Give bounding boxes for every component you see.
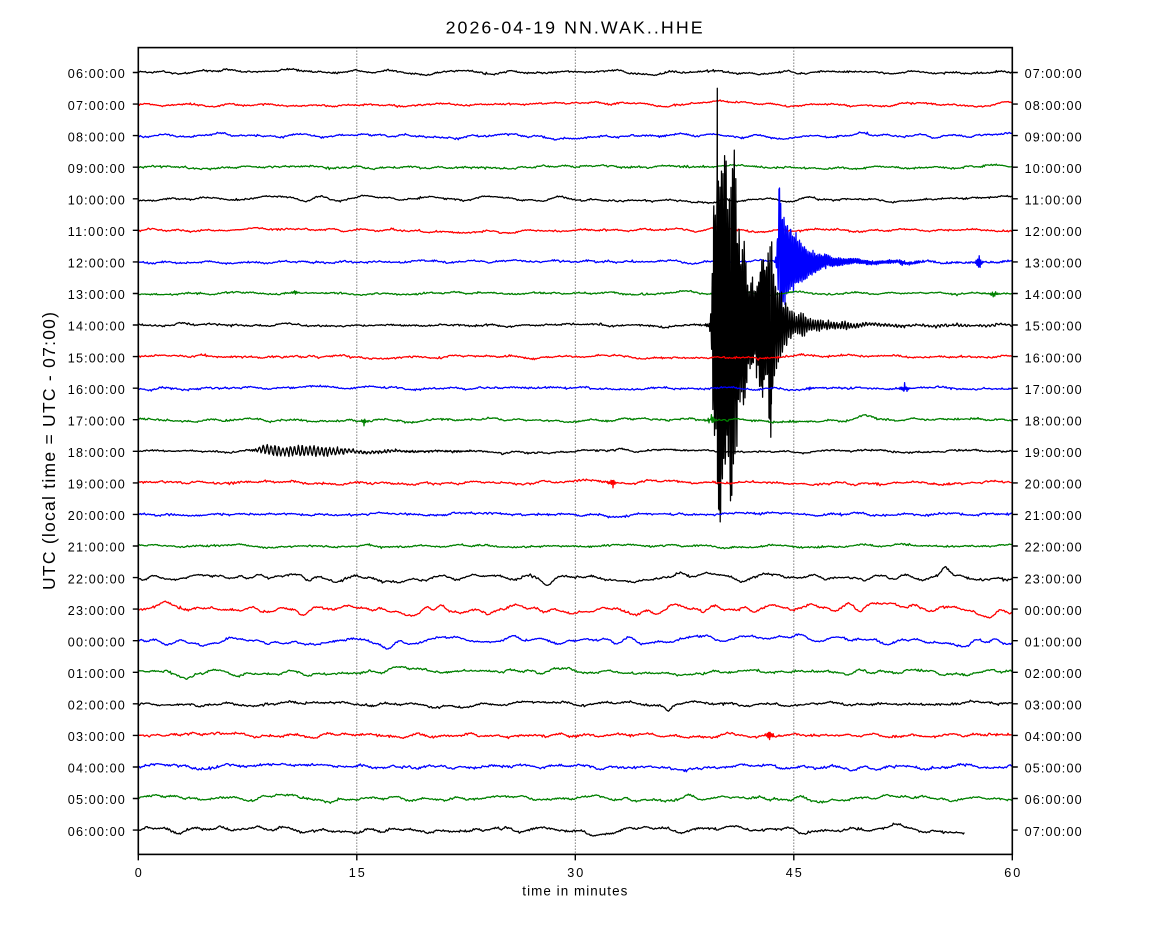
svg-text:22:00:00: 22:00:00 bbox=[1025, 541, 1082, 555]
svg-text:17:00:00: 17:00:00 bbox=[68, 414, 125, 428]
svg-text:45: 45 bbox=[786, 866, 802, 880]
svg-text:0: 0 bbox=[135, 866, 142, 880]
svg-text:04:00:00: 04:00:00 bbox=[68, 762, 125, 776]
svg-text:02:00:00: 02:00:00 bbox=[68, 699, 125, 713]
svg-text:05:00:00: 05:00:00 bbox=[1025, 762, 1082, 776]
svg-text:09:00:00: 09:00:00 bbox=[1025, 130, 1082, 144]
svg-text:09:00:00: 09:00:00 bbox=[68, 162, 125, 176]
svg-text:60: 60 bbox=[1004, 866, 1020, 880]
svg-text:2026-04-19 NN.WAK..HHE: 2026-04-19 NN.WAK..HHE bbox=[446, 17, 703, 37]
svg-text:10:00:00: 10:00:00 bbox=[1025, 162, 1082, 176]
svg-text:02:00:00: 02:00:00 bbox=[1025, 667, 1082, 681]
svg-text:10:00:00: 10:00:00 bbox=[68, 194, 125, 208]
svg-text:05:00:00: 05:00:00 bbox=[68, 793, 125, 807]
svg-text:07:00:00: 07:00:00 bbox=[1025, 825, 1082, 839]
svg-text:15:00:00: 15:00:00 bbox=[1025, 320, 1082, 334]
svg-text:04:00:00: 04:00:00 bbox=[1025, 730, 1082, 744]
svg-text:12:00:00: 12:00:00 bbox=[68, 257, 125, 271]
svg-text:13:00:00: 13:00:00 bbox=[68, 288, 125, 302]
svg-text:13:00:00: 13:00:00 bbox=[1025, 257, 1082, 271]
svg-text:14:00:00: 14:00:00 bbox=[68, 320, 125, 334]
svg-text:22:00:00: 22:00:00 bbox=[68, 572, 125, 586]
svg-text:30: 30 bbox=[567, 866, 583, 880]
svg-text:12:00:00: 12:00:00 bbox=[1025, 225, 1082, 239]
svg-text:UTC (local time = UTC - 07:00): UTC (local time = UTC - 07:00) bbox=[39, 312, 59, 590]
svg-text:07:00:00: 07:00:00 bbox=[68, 99, 125, 113]
svg-text:14:00:00: 14:00:00 bbox=[1025, 288, 1082, 302]
svg-text:00:00:00: 00:00:00 bbox=[68, 635, 125, 649]
svg-text:23:00:00: 23:00:00 bbox=[68, 604, 125, 618]
svg-text:19:00:00: 19:00:00 bbox=[1025, 446, 1082, 460]
svg-text:21:00:00: 21:00:00 bbox=[68, 541, 125, 555]
svg-text:06:00:00: 06:00:00 bbox=[68, 825, 125, 839]
svg-text:15: 15 bbox=[349, 866, 365, 880]
svg-text:15:00:00: 15:00:00 bbox=[68, 351, 125, 365]
svg-text:20:00:00: 20:00:00 bbox=[1025, 478, 1082, 492]
svg-text:17:00:00: 17:00:00 bbox=[1025, 383, 1082, 397]
svg-text:11:00:00: 11:00:00 bbox=[1025, 194, 1082, 208]
svg-text:03:00:00: 03:00:00 bbox=[68, 730, 125, 744]
svg-text:01:00:00: 01:00:00 bbox=[68, 667, 125, 681]
svg-text:time in minutes: time in minutes bbox=[522, 884, 627, 899]
svg-text:19:00:00: 19:00:00 bbox=[68, 478, 125, 492]
svg-text:16:00:00: 16:00:00 bbox=[1025, 351, 1082, 365]
svg-text:06:00:00: 06:00:00 bbox=[68, 67, 125, 81]
svg-text:18:00:00: 18:00:00 bbox=[68, 446, 125, 460]
svg-text:18:00:00: 18:00:00 bbox=[1025, 414, 1082, 428]
svg-text:07:00:00: 07:00:00 bbox=[1025, 67, 1082, 81]
svg-text:03:00:00: 03:00:00 bbox=[1025, 699, 1082, 713]
svg-text:08:00:00: 08:00:00 bbox=[68, 130, 125, 144]
svg-text:23:00:00: 23:00:00 bbox=[1025, 572, 1082, 586]
svg-text:00:00:00: 00:00:00 bbox=[1025, 604, 1082, 618]
svg-text:16:00:00: 16:00:00 bbox=[68, 383, 125, 397]
svg-text:20:00:00: 20:00:00 bbox=[68, 509, 125, 523]
svg-text:11:00:00: 11:00:00 bbox=[68, 225, 125, 239]
svg-text:21:00:00: 21:00:00 bbox=[1025, 509, 1082, 523]
svg-text:06:00:00: 06:00:00 bbox=[1025, 793, 1082, 807]
svg-text:08:00:00: 08:00:00 bbox=[1025, 99, 1082, 113]
svg-text:01:00:00: 01:00:00 bbox=[1025, 635, 1082, 649]
